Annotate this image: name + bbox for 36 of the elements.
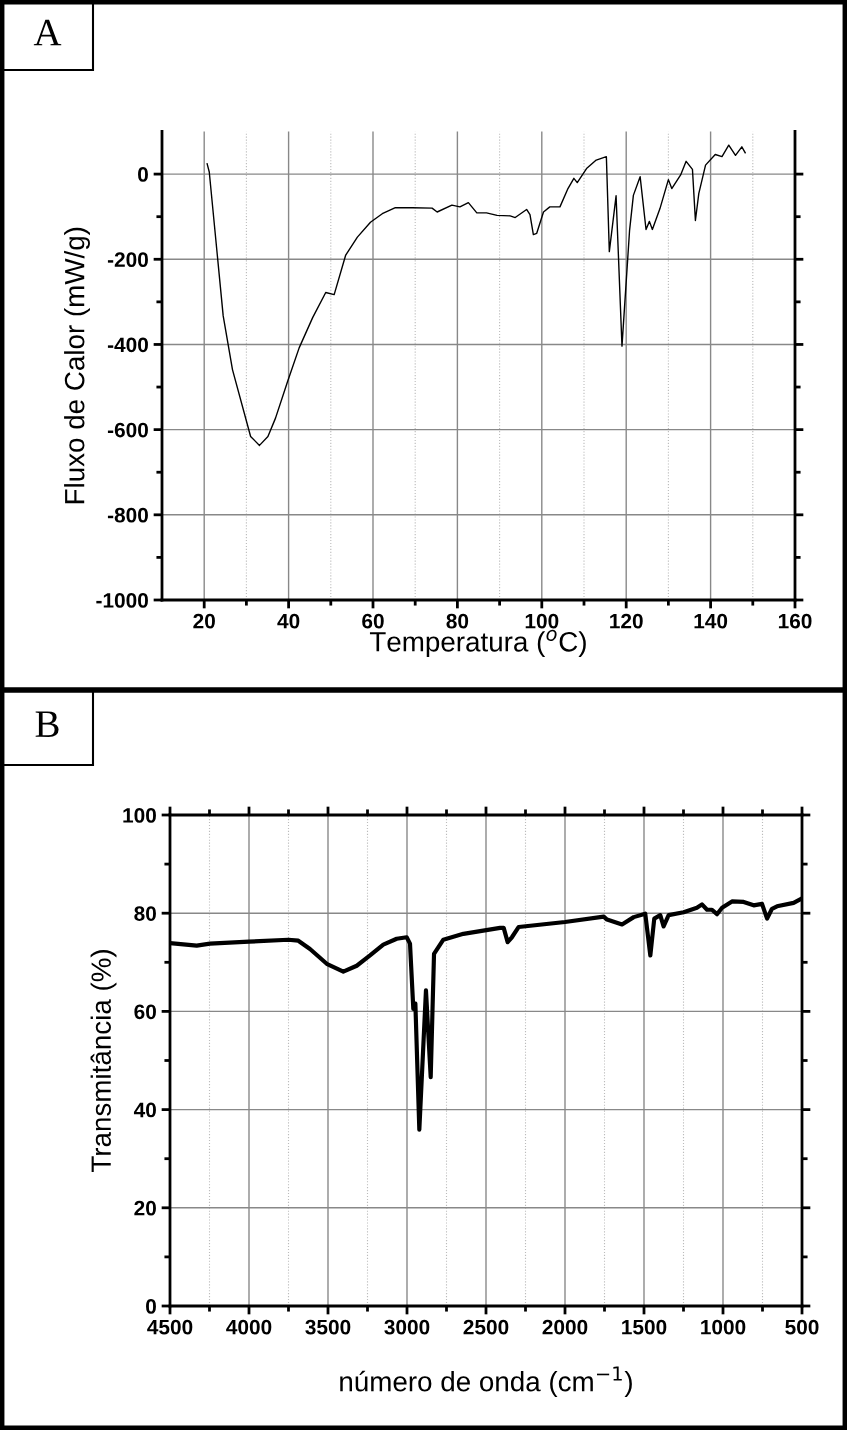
- y-tick-label: 0: [138, 167, 148, 182]
- x-tick-label: 160: [778, 613, 812, 629]
- x-tick-label: 40: [277, 613, 300, 629]
- text: A: [33, 19, 62, 46]
- x-tick-label: 1000: [701, 1319, 746, 1335]
- y-tick-label: 0: [146, 1299, 156, 1314]
- y-tick-label: -200: [107, 252, 148, 268]
- y-tick-label: 100: [123, 808, 156, 823]
- x-tick-label: 20: [193, 613, 215, 629]
- y-axis-title: Transmitância (%): [90, 950, 117, 1173]
- x-tick-label: 100: [525, 613, 559, 629]
- x-tick-label: 500: [785, 1319, 819, 1335]
- y-tick-label: -400: [107, 337, 148, 353]
- x-tick-label: 80: [446, 613, 469, 629]
- x-tick-label: 3000: [384, 1319, 430, 1335]
- text: B: [35, 711, 59, 737]
- x-tick-label: 1500: [622, 1319, 667, 1335]
- x-tick-label: 60: [362, 613, 384, 629]
- y-tick-label: -800: [107, 507, 148, 523]
- y-axis-title: Fluxo de Calor (mW/g): [64, 227, 90, 504]
- x-axis-title: número de onda (cm$^{−1}$): [340, 1366, 632, 1397]
- y-tick-label: -1000: [96, 593, 148, 608]
- x-tick-label: 120: [610, 613, 643, 629]
- y-tick-label: 60: [134, 1004, 156, 1020]
- x-tick-label: 4000: [226, 1319, 272, 1335]
- x-tick-label: 3500: [305, 1319, 351, 1335]
- y-tick-label: 40: [133, 1102, 156, 1118]
- x-tick-label: 2500: [463, 1319, 509, 1335]
- y-tick-label: 80: [134, 906, 156, 921]
- x-tick-label: 2000: [542, 1319, 588, 1335]
- y-tick-label: -600: [107, 422, 148, 438]
- x-tick-label: 4500: [147, 1319, 193, 1335]
- x-axis-title: Temperatura ($^{o}$C): [369, 629, 586, 658]
- x-tick-label: 140: [694, 613, 728, 629]
- y-tick-label: 20: [134, 1200, 156, 1216]
- line-series: [206, 144, 746, 447]
